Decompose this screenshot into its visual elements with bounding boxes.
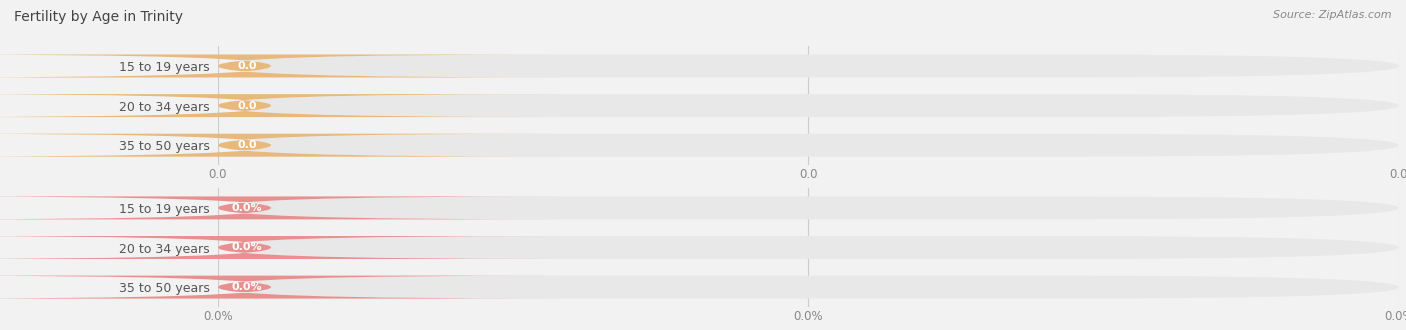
FancyBboxPatch shape [0,134,561,157]
Text: 0.0%: 0.0% [232,282,263,292]
Text: 0.0: 0.0 [238,61,257,71]
FancyBboxPatch shape [218,54,1399,78]
FancyBboxPatch shape [0,196,561,219]
Text: 0.0%: 0.0% [232,203,263,213]
Text: 0.0: 0.0 [238,101,257,111]
FancyBboxPatch shape [218,134,1399,157]
Text: Source: ZipAtlas.com: Source: ZipAtlas.com [1274,10,1392,20]
FancyBboxPatch shape [218,236,1399,259]
Text: 0.0: 0.0 [238,140,257,150]
FancyBboxPatch shape [0,94,561,117]
FancyBboxPatch shape [218,196,1399,219]
Text: 0.0%: 0.0% [232,243,263,252]
FancyBboxPatch shape [0,236,561,259]
FancyBboxPatch shape [0,54,561,78]
FancyBboxPatch shape [218,94,1399,117]
FancyBboxPatch shape [218,276,1399,299]
FancyBboxPatch shape [0,276,561,299]
Text: Fertility by Age in Trinity: Fertility by Age in Trinity [14,10,183,24]
